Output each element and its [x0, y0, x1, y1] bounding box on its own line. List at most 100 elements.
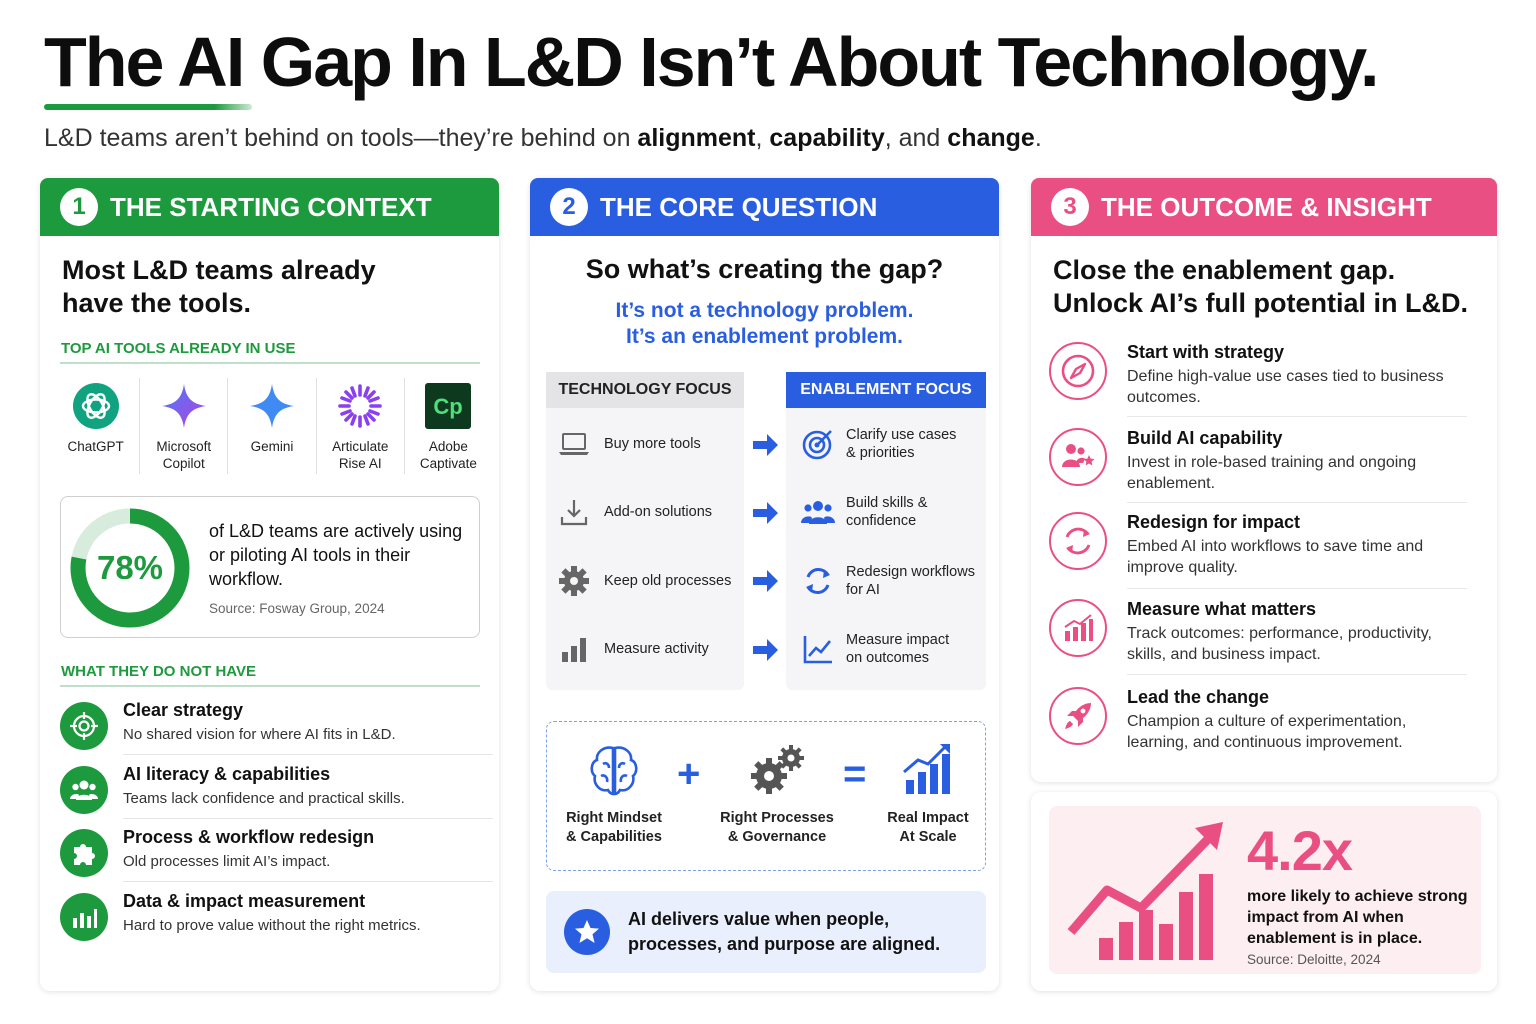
gear-icon	[552, 565, 596, 597]
tool-name: Microsoft Copilot	[156, 439, 212, 471]
people-star-icon	[1049, 428, 1107, 486]
enablement-item: Redesign workflows for AI	[798, 563, 986, 599]
tech-item: Buy more tools	[552, 426, 742, 462]
starting-context-header: 1 THE STARTING CONTEXT	[40, 178, 499, 236]
cycle-icon	[1049, 512, 1107, 570]
outcome-heading: Close the enablement gap. Unlock AI’s fu…	[1053, 255, 1469, 318]
gap-item-literacy: AI literacy & capabilities Teams lack co…	[60, 762, 480, 822]
alignment-text: AI delivers value when people, processes…	[628, 909, 941, 954]
arrow-right-icon	[753, 639, 778, 661]
tool-name: Adobe Captivate	[419, 439, 477, 471]
tool-name: ChatGPT	[67, 439, 124, 454]
chatgpt-logo-icon	[52, 378, 139, 434]
target-icon	[798, 427, 838, 461]
adoption-text: of L&D teams are actively using or pilot…	[209, 521, 463, 589]
gap-item-data: Data & impact measurement Hard to prove …	[60, 889, 480, 949]
starting-context-title: THE STARTING CONTEXT	[110, 191, 432, 222]
starting-context-card: 1 THE STARTING CONTEXT Most L&D teams al…	[40, 178, 499, 991]
rocket-icon	[1049, 687, 1107, 745]
arrow-right-icon	[753, 502, 778, 524]
equation-mindset: Right Mindset & Capabilities	[549, 742, 679, 847]
gap-desc: Hard to prove value without the right me…	[123, 917, 421, 934]
puzzle-icon	[60, 829, 108, 877]
people-icon	[798, 498, 838, 526]
captivate-logo-icon: Cp	[405, 378, 492, 434]
compass-icon	[1049, 342, 1107, 400]
adoption-donut	[70, 508, 190, 628]
tech-item: Add-on solutions	[552, 494, 742, 530]
tool-captivate: Cp Adobe Captivate	[405, 378, 492, 474]
divider	[1127, 416, 1467, 417]
outcome-title: Start with strategy	[1127, 342, 1285, 362]
tool-name: Gemini	[250, 439, 294, 454]
outcome-item-redesign: Redesign for impact Embed AI into workfl…	[1049, 512, 1469, 592]
outcome-title: Redesign for impact	[1127, 512, 1301, 532]
enablement-item: Measure impact on outcomes	[798, 631, 986, 667]
outcome-item-measure: Measure what matters Track outcomes: per…	[1049, 599, 1469, 679]
outcome-title: Build AI capability	[1127, 428, 1283, 448]
arrow-right-icon	[753, 570, 778, 592]
tech-item: Measure activity	[552, 631, 742, 667]
line-chart-icon	[798, 633, 838, 665]
tech-item: Keep old processes	[552, 563, 742, 599]
arrow-right-icon	[753, 434, 778, 456]
equals-sign: =	[843, 752, 867, 796]
technology-focus-header: TECHNOLOGY FOCUS	[546, 372, 744, 408]
step-number-2: 2	[550, 188, 588, 226]
starting-context-heading: Most L&D teams already have the tools.	[62, 255, 376, 318]
tools-section-rule	[60, 362, 480, 364]
gaps-section-rule	[60, 685, 480, 687]
gap-item-process: Process & workflow redesign Old processe…	[60, 825, 480, 885]
title-underline	[44, 104, 252, 110]
bar-chart-icon	[552, 634, 596, 664]
articulate-burst-icon	[317, 378, 404, 434]
tools-list: ChatGPT Microsoft Copilot Gemini	[52, 378, 492, 474]
divider	[1127, 588, 1467, 589]
gap-title: AI literacy & capabilities	[123, 764, 331, 784]
outcome-desc: Invest in role-based training and ongoin…	[1127, 454, 1417, 492]
divider	[1127, 674, 1467, 675]
brain-icon	[590, 746, 638, 796]
step-number-1: 1	[60, 188, 98, 226]
gap-desc: Teams lack confidence and practical skil…	[123, 790, 405, 807]
download-icon	[552, 497, 596, 527]
growth-chart-icon	[903, 744, 950, 794]
growth-chart-icon	[1067, 822, 1223, 960]
alignment-banner: AI delivers value when people, processes…	[546, 891, 986, 973]
page-title: The AI Gap In L&D Isn’t About Technology…	[44, 23, 1379, 101]
outcome-title: Lead the change	[1127, 687, 1270, 707]
gap-desc: Old processes limit AI’s impact.	[123, 853, 331, 870]
target-icon	[60, 702, 108, 750]
svg-text:Cp: Cp	[434, 394, 463, 419]
outcome-desc: Define high-value use cases tied to busi…	[1127, 368, 1444, 406]
adoption-percent: 78%	[96, 549, 164, 586]
gaps-section-label: WHAT THEY DO NOT HAVE	[61, 663, 256, 680]
enablement-focus-header: ENABLEMENT FOCUS	[786, 372, 986, 408]
tool-articulate: Articulate Rise AI	[317, 378, 405, 474]
page-subtitle: L&D teams aren’t behind on tools—they’re…	[44, 124, 1042, 152]
tools-section-label: TOP AI TOOLS ALREADY IN USE	[61, 340, 296, 357]
copilot-sparkle-icon	[140, 378, 227, 434]
impact-stat-panel: 4.2x more likely to achieve strong impac…	[1049, 806, 1481, 974]
plus-sign: +	[677, 752, 701, 796]
outcome-desc: Embed AI into workflows to save time and…	[1127, 538, 1424, 576]
core-question-card: 2 THE CORE QUESTION So what’s creating t…	[530, 178, 999, 991]
impact-stat-card: 4.2x more likely to achieve strong impac…	[1031, 792, 1497, 991]
tool-gemini: Gemini	[228, 378, 317, 474]
cycle-icon	[798, 565, 838, 597]
outcome-item-strategy: Start with strategy Define high-value us…	[1049, 342, 1469, 422]
gears-icon	[751, 745, 804, 794]
impact-source: Source: Deloitte, 2024	[1247, 952, 1381, 967]
impact-text: more likely to achieve strong impact fro…	[1247, 888, 1468, 947]
core-question-heading: So what’s creating the gap?	[585, 254, 944, 284]
tool-chatgpt: ChatGPT	[52, 378, 141, 474]
enablement-focus-column	[786, 408, 986, 690]
outcome-insight-card: 3 THE OUTCOME & INSIGHT Close the enable…	[1031, 178, 1497, 782]
divider	[123, 754, 493, 755]
laptop-icon	[552, 431, 596, 457]
success-equation: Right Mindset & Capabilities + Right Proc…	[546, 721, 986, 871]
core-question-subheading: It’s not a technology problem. It’s an e…	[615, 299, 914, 348]
enablement-item: Clarify use cases & priorities	[798, 426, 986, 462]
outcome-item-lead: Lead the change Champion a culture of ex…	[1049, 687, 1469, 767]
core-question-title: THE CORE QUESTION	[600, 191, 878, 222]
